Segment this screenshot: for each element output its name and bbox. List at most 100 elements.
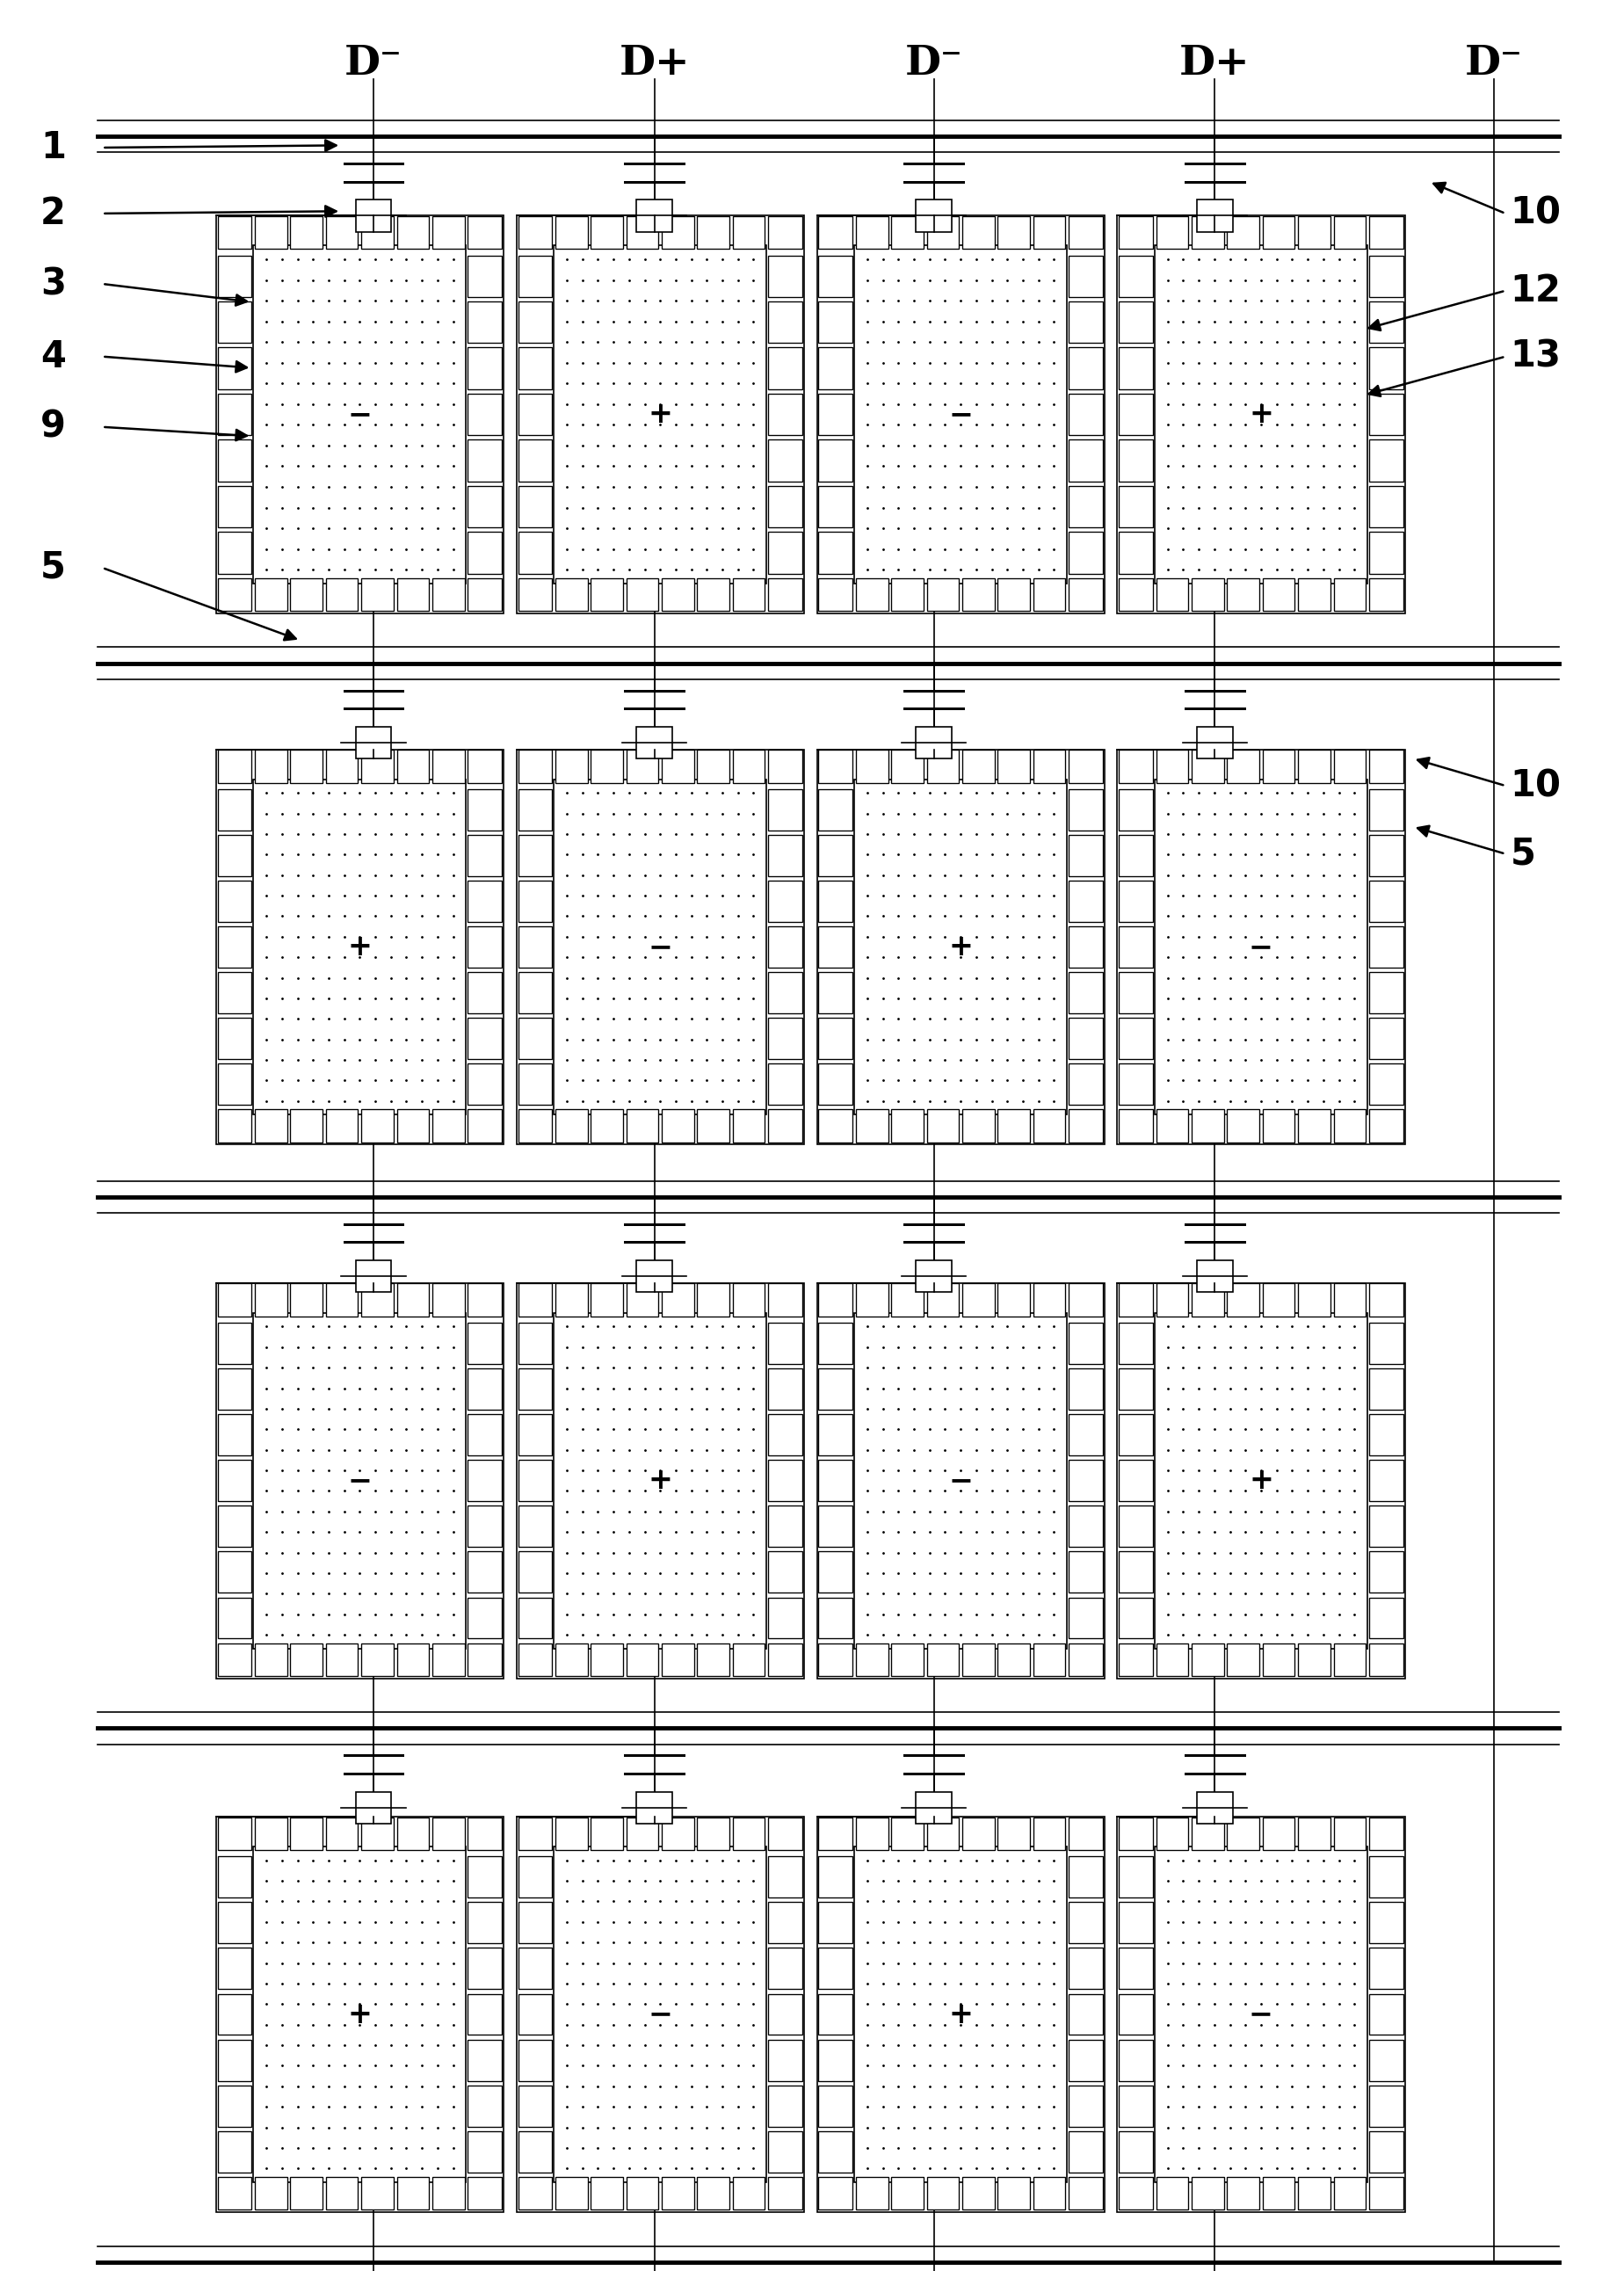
Bar	[468, 2085, 502, 2126]
Bar	[1369, 2085, 1403, 2126]
Bar	[1197, 1792, 1233, 1824]
Bar	[817, 216, 1104, 613]
Bar	[768, 881, 802, 922]
Bar	[997, 216, 1030, 250]
Bar	[255, 1644, 287, 1676]
Bar	[432, 749, 464, 783]
Bar	[1069, 788, 1103, 831]
Bar	[468, 788, 502, 831]
Bar	[1192, 1111, 1224, 1142]
Bar	[1033, 1283, 1065, 1317]
Bar	[1369, 1369, 1403, 1410]
Bar	[218, 579, 252, 611]
Bar	[1369, 1322, 1403, 1365]
Bar	[732, 1817, 765, 1851]
Bar	[255, 2178, 287, 2210]
Bar	[518, 486, 552, 527]
Bar	[518, 1369, 552, 1410]
Bar	[997, 2178, 1030, 2210]
Bar	[1192, 216, 1224, 250]
Bar	[218, 2039, 252, 2080]
Bar	[1369, 1949, 1403, 1989]
Bar	[1069, 441, 1103, 481]
Bar	[218, 1903, 252, 1944]
Text: −: −	[948, 400, 973, 429]
Bar	[218, 1949, 252, 1989]
Bar	[1369, 749, 1403, 783]
Bar	[1228, 2178, 1260, 2210]
Bar	[856, 1644, 888, 1676]
Bar	[1369, 881, 1403, 922]
Bar	[817, 1817, 1104, 2212]
Bar	[1069, 1283, 1103, 1317]
Bar	[255, 1111, 287, 1142]
Bar	[1117, 216, 1405, 613]
Bar	[818, 486, 853, 527]
Bar	[218, 1111, 252, 1142]
Bar	[1298, 1283, 1330, 1317]
Bar	[818, 2178, 853, 2210]
Bar	[892, 579, 924, 611]
Bar	[1263, 749, 1294, 783]
Bar	[892, 1111, 924, 1142]
Bar	[1263, 2178, 1294, 2210]
Bar	[627, 2178, 659, 2210]
Bar	[818, 2039, 853, 2080]
Bar	[468, 347, 502, 388]
Bar	[1155, 1313, 1367, 1649]
Bar	[627, 579, 659, 611]
Bar	[255, 216, 287, 250]
Bar	[218, 486, 252, 527]
Bar	[555, 1644, 588, 1676]
Bar	[468, 1949, 502, 1989]
Bar	[1369, 836, 1403, 877]
Bar	[591, 1644, 624, 1676]
Text: −: −	[1249, 2001, 1273, 2028]
Bar	[637, 200, 672, 232]
Bar	[1228, 216, 1260, 250]
Bar	[1369, 486, 1403, 527]
Bar	[361, 2178, 393, 2210]
Bar	[1119, 2130, 1153, 2173]
Bar	[555, 579, 588, 611]
Bar	[1369, 531, 1403, 575]
Bar	[1069, 1994, 1103, 2035]
Bar	[1119, 1111, 1153, 1142]
Bar	[663, 579, 693, 611]
Text: +: +	[648, 1467, 672, 1494]
Bar	[468, 531, 502, 575]
Bar	[768, 441, 802, 481]
Bar	[663, 749, 693, 783]
Bar	[253, 1846, 466, 2182]
Bar	[356, 727, 391, 759]
Bar	[1119, 1994, 1153, 2035]
Bar	[518, 1644, 552, 1676]
Bar	[432, 216, 464, 250]
Bar	[1119, 1283, 1153, 1317]
Bar	[1197, 1260, 1233, 1292]
Bar	[1369, 302, 1403, 343]
Bar	[518, 2130, 552, 2173]
Bar	[432, 579, 464, 611]
Text: 5: 5	[41, 550, 67, 586]
Bar	[856, 1111, 888, 1142]
Bar	[1192, 2178, 1224, 2210]
Bar	[1069, 1322, 1103, 1365]
Bar	[1033, 1817, 1065, 1851]
Bar	[1156, 1111, 1189, 1142]
Bar	[1069, 1855, 1103, 1899]
Bar	[216, 749, 503, 1145]
Bar	[253, 245, 466, 584]
Bar	[1069, 1506, 1103, 1547]
Bar	[591, 579, 624, 611]
Bar	[1369, 1855, 1403, 1899]
Bar	[1192, 749, 1224, 783]
Bar	[518, 302, 552, 343]
Bar	[1119, 1322, 1153, 1365]
Bar	[732, 216, 765, 250]
Bar	[1069, 2039, 1103, 2080]
Bar	[1069, 579, 1103, 611]
Bar	[216, 1283, 503, 1678]
Bar	[518, 1460, 552, 1501]
Bar	[1119, 579, 1153, 611]
